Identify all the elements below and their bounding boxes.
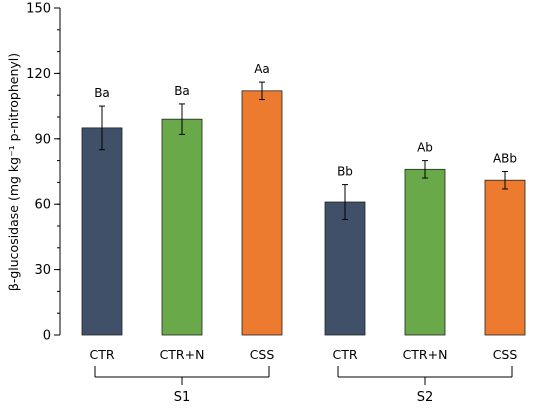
- bar: [324, 201, 366, 336]
- significance-label: Bb: [337, 165, 353, 179]
- category-label: CSS: [493, 347, 518, 362]
- category-label: CTR: [89, 347, 114, 362]
- group-brackets: S1 S2: [94, 366, 513, 405]
- significance-label: Aa: [254, 62, 270, 76]
- y-tick-label: 30: [34, 263, 51, 278]
- category-label: CTR: [332, 347, 357, 362]
- bar: [404, 168, 446, 336]
- category-label: CSS: [250, 347, 275, 362]
- group-label: S2: [417, 390, 434, 405]
- significance-label: Ab: [417, 141, 433, 155]
- bar: [161, 118, 203, 336]
- category-label: CTR+N: [160, 347, 205, 362]
- bars: Ba Ba Aa Bb Ab ABb: [81, 62, 526, 336]
- group-label: S1: [174, 390, 191, 405]
- y-axis-title: β-glucosidase (mg kg⁻¹ p-nitrophenyl): [6, 53, 21, 291]
- y-tick-label: 0: [43, 329, 51, 344]
- y-axis: 0 30 60 90 120 150: [26, 2, 61, 344]
- significance-label: Ba: [174, 84, 190, 98]
- y-tick-label: 120: [26, 67, 51, 82]
- y-tick-label: 60: [34, 198, 51, 213]
- bar: [484, 179, 526, 336]
- bar: [241, 90, 283, 336]
- y-tick-label: 150: [26, 2, 51, 17]
- category-labels: CTR CTR+N CSS CTR CTR+N CSS: [89, 347, 517, 362]
- bar: [81, 127, 123, 336]
- significance-label: Ba: [94, 86, 110, 100]
- category-label: CTR+N: [403, 347, 448, 362]
- y-tick-label: 90: [34, 132, 51, 147]
- significance-label: ABb: [493, 152, 517, 166]
